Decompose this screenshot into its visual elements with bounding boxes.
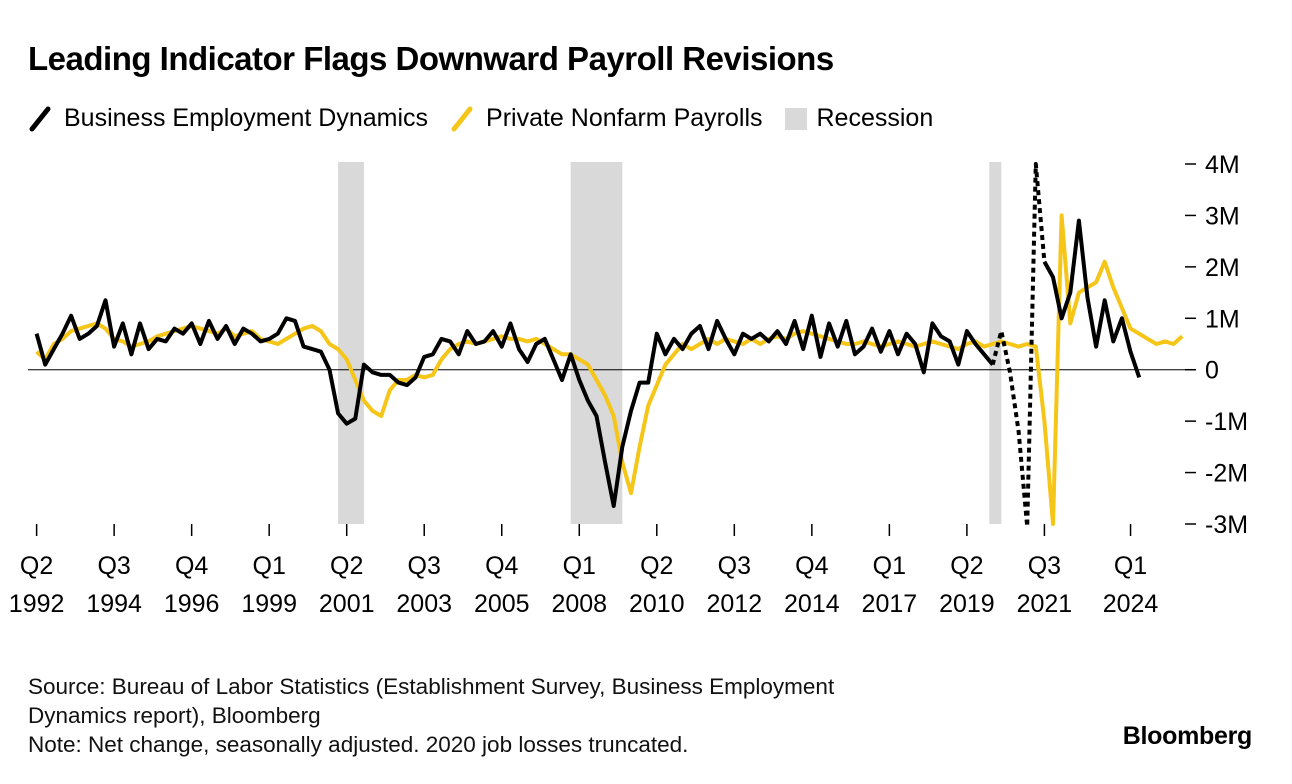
recession-band-1 (570, 162, 623, 524)
x-tick-quarter-8: Q2 (640, 552, 673, 580)
x-tick-quarter-10: Q4 (795, 552, 828, 580)
legend: Business Employment Dynamics Private Non… (28, 104, 955, 133)
x-tick-year-3: 1999 (241, 590, 297, 618)
x-tick-year-1: 1994 (86, 590, 142, 618)
recession-band-0 (338, 162, 364, 524)
y-tick-label-1: 3M (1205, 202, 1240, 230)
legend-label-payrolls: Private Nonfarm Payrolls (486, 104, 763, 132)
x-tick-quarter-6: Q4 (485, 552, 518, 580)
x-tick-year-4: 2001 (319, 590, 375, 618)
x-tick-quarter-14: Q1 (1114, 552, 1147, 580)
x-tick-quarter-13: Q3 (1028, 552, 1061, 580)
series-line-bed-solid-2 (1042, 218, 1142, 379)
y-tick-label-6: -2M (1205, 460, 1248, 488)
x-tick-year-9: 2012 (707, 590, 763, 618)
x-tick-quarter-4: Q2 (330, 552, 363, 580)
x-tick-year-2: 1996 (164, 590, 220, 618)
legend-label-recession: Recession (816, 104, 934, 132)
x-tick-quarter-11: Q1 (873, 552, 906, 580)
x-tick-quarter-1: Q3 (97, 552, 130, 580)
x-tick-quarter-3: Q1 (253, 552, 286, 580)
x-tick-year-7: 2008 (551, 590, 607, 618)
chart-title: Leading Indicator Flags Downward Payroll… (28, 40, 834, 77)
x-tick-year-11: 2017 (862, 590, 918, 618)
y-tick-label-0: 4M (1205, 151, 1240, 179)
bloomberg-logo: Bloomberg (1122, 722, 1253, 750)
x-tick-quarter-9: Q3 (718, 552, 751, 580)
footer: Source: Bureau of Labor Statistics (Esta… (28, 672, 834, 759)
note-line: Note: Net change, seasonally adjusted. 2… (28, 732, 689, 757)
y-tick-label-4: 0 (1205, 357, 1219, 385)
x-tick-quarter-2: Q4 (175, 552, 208, 580)
legend-item-bed: Business Employment Dynamics (28, 104, 428, 133)
x-tick-year-0: 1992 (9, 590, 65, 618)
y-tick-label-7: -3M (1205, 511, 1248, 539)
x-tick-quarter-5: Q3 (408, 552, 441, 580)
source-line-2: Dynamics report), Bloomberg (28, 703, 321, 728)
y-tick-label-5: -1M (1205, 408, 1248, 436)
y-tick-label-3: 1M (1205, 305, 1240, 333)
x-tick-year-5: 2003 (396, 590, 452, 618)
x-tick-year-6: 2005 (474, 590, 530, 618)
line-chart: 4M 3M 2M 1M 0 -1M -2M -3M Q2 1992 Q3 1994 Q4 1996 Q1 19… (9, 151, 1248, 618)
legend-item-payrolls: Private Nonfarm Payrolls (450, 104, 763, 133)
series-line-bed-solid-1 (34, 298, 995, 508)
y-tick-label-2: 2M (1205, 254, 1240, 282)
x-tick-quarter-12: Q2 (950, 552, 983, 580)
legend-swatch-recession-icon (784, 107, 807, 130)
source-line-1: Source: Bureau of Labor Statistics (Esta… (28, 674, 835, 699)
x-tick-year-14: 2024 (1103, 590, 1159, 618)
x-tick-quarter-0: Q2 (20, 552, 53, 580)
x-tick-year-10: 2014 (784, 590, 840, 618)
x-tick-year-8: 2010 (629, 590, 685, 618)
legend-item-recession: Recession (784, 104, 934, 133)
series-line-bed-dashed (990, 162, 1047, 529)
legend-label-bed: Business Employment Dynamics (64, 104, 429, 132)
x-tick-year-12: 2019 (939, 590, 995, 618)
legend-swatch-payrolls-icon (451, 106, 473, 131)
legend-swatch-bed-icon (29, 106, 51, 131)
x-tick-quarter-7: Q1 (563, 552, 596, 580)
x-tick-year-13: 2021 (1017, 590, 1073, 618)
